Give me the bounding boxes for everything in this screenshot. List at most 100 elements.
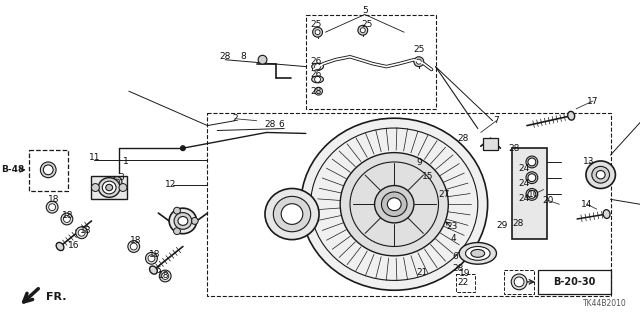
Ellipse shape xyxy=(281,204,303,224)
Circle shape xyxy=(44,165,53,175)
Text: 8: 8 xyxy=(240,52,246,61)
Text: 6: 6 xyxy=(452,252,458,261)
Circle shape xyxy=(258,55,267,64)
Ellipse shape xyxy=(471,249,484,257)
Text: 4: 4 xyxy=(451,234,456,243)
Circle shape xyxy=(148,255,155,262)
Ellipse shape xyxy=(459,242,497,264)
Text: 15: 15 xyxy=(422,172,433,181)
Circle shape xyxy=(514,277,524,287)
Circle shape xyxy=(313,27,323,37)
Text: 5: 5 xyxy=(362,6,367,15)
Text: 25: 25 xyxy=(361,20,372,29)
Text: 23: 23 xyxy=(447,222,458,231)
Ellipse shape xyxy=(603,210,610,219)
Circle shape xyxy=(128,241,140,252)
Text: 25: 25 xyxy=(413,45,424,55)
Text: 28: 28 xyxy=(513,219,524,228)
Text: 28: 28 xyxy=(310,87,321,96)
Circle shape xyxy=(296,198,302,204)
Bar xyxy=(483,138,499,150)
Ellipse shape xyxy=(312,63,323,70)
Text: 18: 18 xyxy=(62,211,74,219)
Circle shape xyxy=(112,177,122,187)
Circle shape xyxy=(131,243,137,250)
Circle shape xyxy=(526,189,538,200)
Circle shape xyxy=(119,183,127,191)
Text: TK44B2010: TK44B2010 xyxy=(582,300,626,308)
Circle shape xyxy=(315,64,321,70)
Text: 9: 9 xyxy=(416,159,422,167)
Circle shape xyxy=(40,162,56,178)
Circle shape xyxy=(145,252,157,264)
Ellipse shape xyxy=(102,181,116,194)
Ellipse shape xyxy=(340,152,448,256)
Ellipse shape xyxy=(99,178,120,197)
Bar xyxy=(456,274,475,292)
Bar xyxy=(538,270,611,294)
Text: B-48: B-48 xyxy=(1,165,24,174)
Text: 6: 6 xyxy=(278,120,284,129)
Circle shape xyxy=(159,270,171,282)
Text: 7: 7 xyxy=(493,116,499,125)
Circle shape xyxy=(414,57,424,67)
Text: 12: 12 xyxy=(165,180,177,189)
Text: 24: 24 xyxy=(518,194,530,203)
Ellipse shape xyxy=(312,76,323,83)
Text: 28: 28 xyxy=(220,52,231,61)
Circle shape xyxy=(528,158,536,166)
Circle shape xyxy=(275,212,279,216)
Text: 24: 24 xyxy=(518,164,530,173)
Text: 16: 16 xyxy=(150,266,162,275)
Circle shape xyxy=(526,156,538,168)
Text: 21: 21 xyxy=(416,268,428,277)
Ellipse shape xyxy=(56,242,64,250)
Ellipse shape xyxy=(381,192,407,217)
Text: 26: 26 xyxy=(310,57,321,66)
Circle shape xyxy=(46,201,58,213)
Text: 24: 24 xyxy=(518,179,530,188)
Ellipse shape xyxy=(387,198,401,211)
Circle shape xyxy=(358,25,368,35)
Text: 25: 25 xyxy=(310,20,321,29)
Ellipse shape xyxy=(178,217,188,225)
Bar xyxy=(512,148,547,239)
Text: 18: 18 xyxy=(80,226,92,235)
Circle shape xyxy=(528,174,536,182)
Ellipse shape xyxy=(465,247,490,260)
Circle shape xyxy=(275,211,280,217)
Ellipse shape xyxy=(174,212,192,229)
Bar xyxy=(207,113,611,296)
Circle shape xyxy=(298,199,301,203)
Circle shape xyxy=(180,146,186,151)
Ellipse shape xyxy=(592,167,609,183)
Circle shape xyxy=(315,30,320,35)
Text: 13: 13 xyxy=(583,158,595,167)
Circle shape xyxy=(63,216,70,222)
Text: 28: 28 xyxy=(452,263,464,273)
Polygon shape xyxy=(92,176,127,199)
Ellipse shape xyxy=(301,118,488,290)
Text: 27: 27 xyxy=(438,190,450,199)
Circle shape xyxy=(191,218,198,224)
Circle shape xyxy=(417,59,421,64)
Text: 10: 10 xyxy=(528,190,540,199)
Ellipse shape xyxy=(586,161,616,189)
Text: 17: 17 xyxy=(587,97,598,106)
Circle shape xyxy=(298,225,301,229)
Circle shape xyxy=(173,207,180,214)
Circle shape xyxy=(528,190,536,198)
Text: 29: 29 xyxy=(497,221,508,230)
Text: 28: 28 xyxy=(509,144,520,153)
Text: 22: 22 xyxy=(458,278,468,287)
Text: 18: 18 xyxy=(148,250,160,259)
Circle shape xyxy=(78,229,85,236)
Circle shape xyxy=(511,274,527,290)
Circle shape xyxy=(76,227,88,239)
Bar xyxy=(504,270,534,294)
Ellipse shape xyxy=(374,186,414,223)
Circle shape xyxy=(315,87,323,95)
Ellipse shape xyxy=(596,171,605,179)
Text: 18: 18 xyxy=(130,236,141,245)
Text: B-20-30: B-20-30 xyxy=(553,277,595,287)
